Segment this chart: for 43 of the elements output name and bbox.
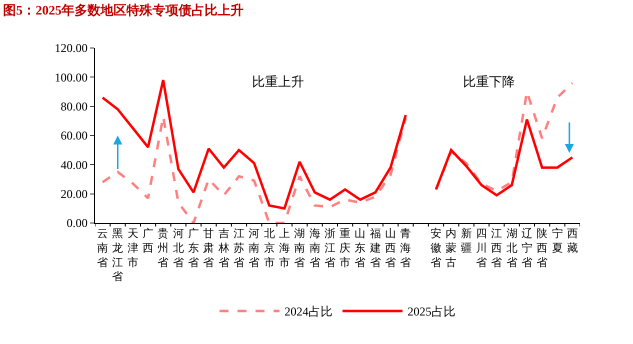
y-tick-label: 80.00 xyxy=(60,100,88,114)
x-tick-label: 广东省 xyxy=(188,227,200,269)
x-tick-label: 辽宁省 xyxy=(521,228,532,269)
x-tick-label: 黑龙江省 xyxy=(112,228,124,284)
x-tick-label: 宁夏 xyxy=(552,227,563,254)
x-tick-label: 甘肃省 xyxy=(203,227,214,269)
x-tick-label: 浙江省 xyxy=(324,227,336,269)
y-tick-label: 0.00 xyxy=(66,216,88,230)
x-tick-label: 上海市 xyxy=(278,227,290,269)
x-tick-label: 湖南省 xyxy=(294,228,306,269)
y-tick-label: 60.00 xyxy=(60,128,88,143)
x-tick-label: 贵州省 xyxy=(158,227,169,269)
chart-title: 图5：2025年多数地区特殊专项债占比上升 xyxy=(3,2,244,18)
x-tick-label: 天津市 xyxy=(127,228,138,269)
x-tick-label: 河南省 xyxy=(248,228,260,269)
x-tick-label: 新疆 xyxy=(460,227,472,254)
x-tick-label: 内蒙古 xyxy=(446,227,457,269)
x-tick-label: 安徽省 xyxy=(430,227,442,269)
x-tick-label: 广西 xyxy=(142,227,154,254)
y-tick-label: 20.00 xyxy=(60,187,88,202)
x-tick-label: 四川省 xyxy=(476,228,487,269)
x-tick-label: 北京市 xyxy=(264,227,275,269)
y-tick-label: 100.00 xyxy=(54,70,88,84)
x-tick-label: 江西省 xyxy=(491,228,502,269)
x-tick-label: 陕西省 xyxy=(536,228,548,269)
x-tick-label: 江苏省 xyxy=(233,228,244,269)
x-tick-label: 湖北省 xyxy=(506,228,518,269)
x-tick-label: 山西省 xyxy=(385,227,396,269)
x-tick-label: 河北省 xyxy=(172,228,184,269)
x-tick-label: 青海省 xyxy=(400,227,412,269)
x-tick-label: 云南省 xyxy=(97,228,108,269)
y-tick-label: 120.00 xyxy=(54,41,88,56)
x-tick-label: 山东省 xyxy=(354,227,366,269)
x-tick-label: 重庆市 xyxy=(340,227,351,269)
legend-label: 2024占比 xyxy=(284,304,332,319)
x-tick-label: 福建省 xyxy=(368,227,381,269)
x-tick-label: 海南省 xyxy=(309,228,320,269)
legend-label: 2025占比 xyxy=(408,304,456,319)
x-tick-label: 吉林省 xyxy=(217,227,230,269)
y-tick-label: 40.00 xyxy=(60,158,88,172)
annotation: 比重上升 xyxy=(252,75,304,90)
x-tick-label: 西藏 xyxy=(566,228,578,254)
annotation: 比重下降 xyxy=(463,75,515,90)
